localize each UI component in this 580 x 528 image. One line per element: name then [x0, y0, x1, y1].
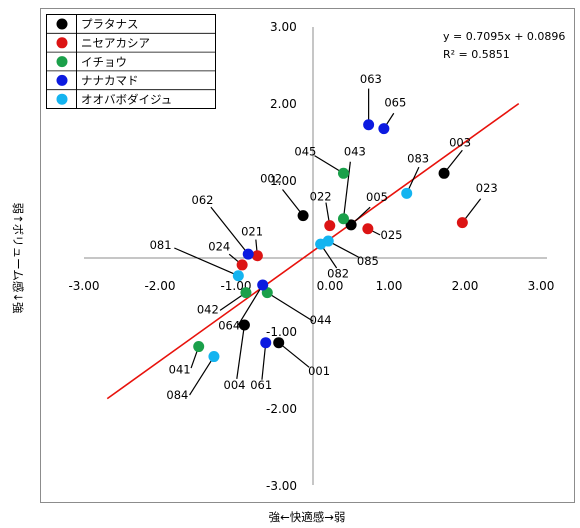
point-label-085: 085	[357, 254, 379, 268]
data-point-061	[260, 337, 272, 349]
legend-box	[46, 14, 216, 109]
leader-line-004	[236, 324, 246, 379]
point-label-025: 025	[381, 228, 403, 242]
data-point-001	[273, 337, 285, 349]
point-label-021: 021	[241, 225, 263, 239]
x-axis-title: 強←快適感→弱	[269, 510, 346, 524]
data-point-025	[362, 223, 374, 235]
point-label-043: 043	[344, 145, 366, 159]
leader-line-061	[261, 342, 267, 380]
x-tick-label: -2.00	[144, 279, 175, 293]
trendline	[106, 102, 520, 400]
point-label-042: 042	[197, 302, 219, 316]
legend-label: ナナカマド	[81, 74, 139, 88]
leader-line-062	[210, 206, 249, 255]
data-point-023	[456, 217, 468, 229]
leader-line-084	[189, 356, 215, 396]
data-point-084	[208, 351, 220, 363]
trendline-equation: y = 0.7095x + 0.0896	[443, 30, 565, 43]
legend-label: プラタナス	[81, 17, 139, 31]
point-label-002: 002	[260, 172, 282, 186]
data-point-002	[297, 210, 309, 222]
data-points	[193, 119, 468, 363]
point-label-081: 081	[150, 238, 172, 252]
data-point-042	[240, 287, 252, 299]
point-label-044: 044	[310, 313, 332, 327]
y-tick-label: 1.00	[270, 174, 297, 188]
leader-line-045	[314, 155, 344, 174]
point-label-084: 084	[166, 388, 188, 402]
legend-label: ニセアカシア	[81, 36, 150, 50]
data-point-024	[236, 259, 248, 271]
leader-line-002	[282, 189, 304, 217]
leader-line-064	[236, 284, 264, 328]
x-tick-label: -3.00	[68, 279, 99, 293]
legend: プラタナス ニセアカシア イチョウ ナナカマド オオバボダイジュ	[46, 14, 216, 109]
point-label-041: 041	[169, 363, 191, 377]
legend-marker	[56, 56, 68, 68]
leader-line-081	[174, 247, 239, 277]
point-label-061: 061	[250, 378, 272, 392]
point-label-022: 022	[310, 189, 332, 203]
data-point-064	[257, 279, 269, 291]
legend-marker	[56, 18, 68, 30]
data-point-083	[401, 187, 413, 199]
y-tick-label: -1.00	[266, 325, 297, 339]
legend-marker	[56, 37, 68, 49]
y-tick-label: 3.00	[270, 20, 297, 34]
data-point-004	[238, 319, 250, 331]
x-tick-label: 0.00	[317, 279, 344, 293]
trendline-r-squared: R² = 0.5851	[443, 48, 510, 61]
data-point-021	[251, 250, 263, 262]
data-point-003	[438, 167, 450, 179]
point-label-023: 023	[476, 181, 498, 195]
legend-marker	[56, 74, 68, 86]
y-tick-label: 2.00	[270, 97, 297, 111]
point-label-082: 082	[327, 266, 349, 280]
legend-marker	[56, 93, 68, 105]
legend-label: イチョウ	[81, 55, 127, 69]
data-point-081	[232, 270, 244, 282]
data-point-082	[315, 238, 327, 250]
y-tick-label: -3.00	[266, 479, 297, 493]
data-point-022	[324, 220, 336, 232]
point-label-005: 005	[366, 190, 388, 204]
point-label-063: 063	[360, 72, 382, 86]
data-point-063	[363, 119, 375, 131]
data-point-005	[345, 219, 357, 231]
leader-line-085	[327, 240, 360, 258]
legend-label: オオバボダイジュ	[81, 93, 172, 107]
point-label-083: 083	[407, 152, 429, 166]
point-label-064: 064	[218, 319, 240, 333]
x-tick-label: 1.00	[376, 279, 403, 293]
point-label-065: 065	[384, 95, 406, 109]
data-point-043	[337, 213, 349, 225]
data-point-041	[193, 341, 205, 353]
data-point-045	[337, 167, 349, 179]
x-tick-label: 2.00	[452, 279, 479, 293]
y-axis-title: 弱↑ボリューム感↓強	[11, 203, 25, 314]
data-point-062	[242, 248, 254, 260]
point-label-004: 004	[224, 378, 246, 392]
point-label-024: 024	[208, 239, 230, 253]
point-label-045: 045	[294, 145, 316, 159]
data-point-065	[378, 123, 390, 135]
point-label-062: 062	[192, 193, 214, 207]
point-label-001: 001	[308, 364, 330, 378]
leader-line-001	[278, 342, 310, 368]
y-tick-label: -2.00	[266, 402, 297, 416]
x-tick-label: 3.00	[528, 279, 555, 293]
leader-line-043	[342, 161, 351, 219]
point-label-003: 003	[449, 135, 471, 149]
y-tick-labels: 3.00 2.00 1.00 -1.00 -2.00 -3.00	[266, 20, 297, 493]
leader-line-044	[266, 292, 314, 322]
